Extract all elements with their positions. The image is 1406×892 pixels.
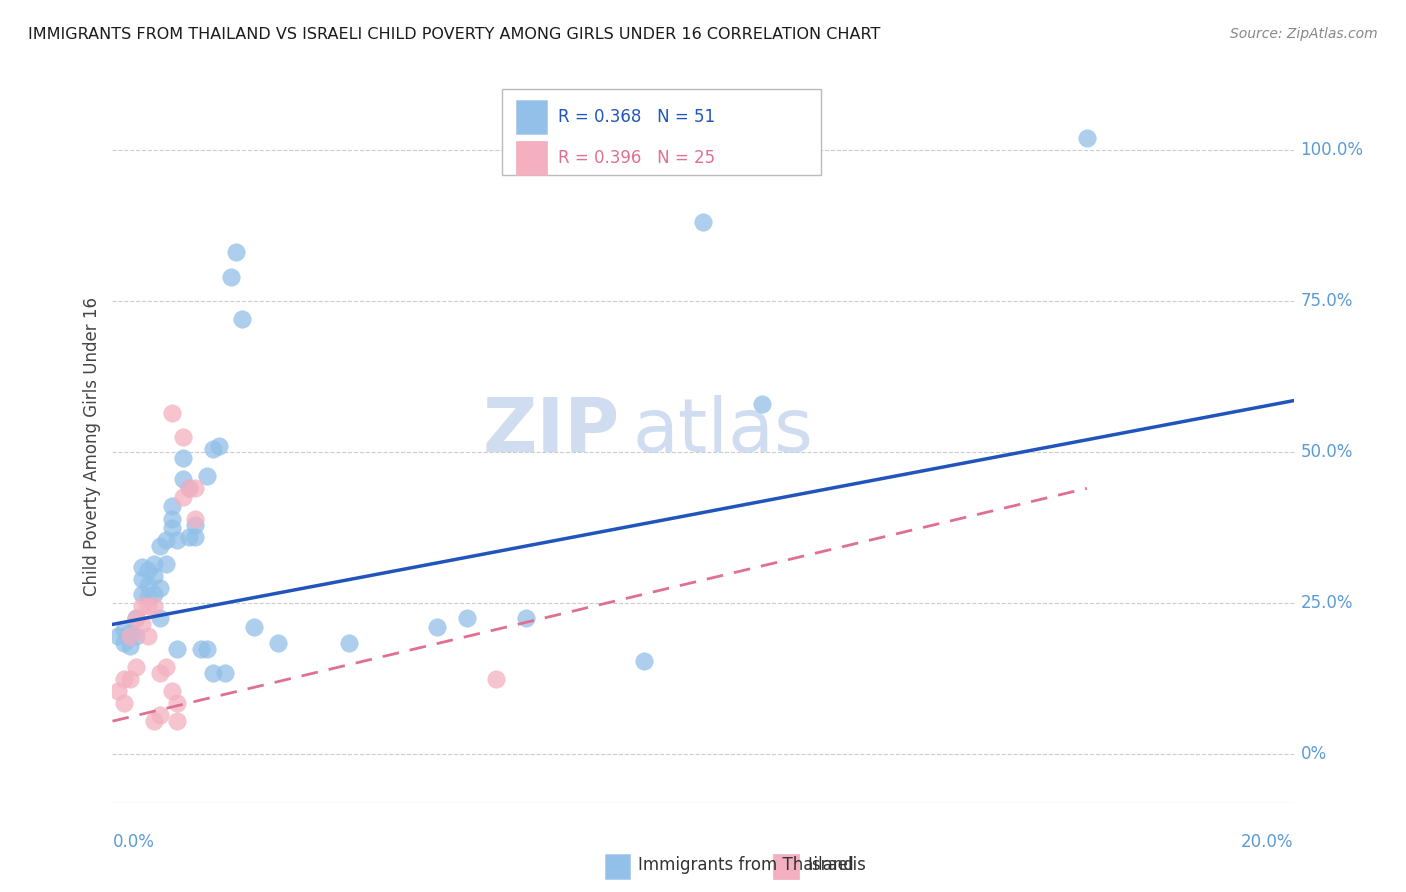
Point	[179, 530, 201, 544]
Point	[136, 630, 159, 644]
Point	[190, 641, 212, 656]
Point	[184, 511, 207, 525]
Text: Source: ZipAtlas.com: Source: ZipAtlas.com	[1230, 27, 1378, 41]
Point	[751, 397, 773, 411]
Point	[131, 572, 153, 586]
Point	[456, 611, 478, 625]
Point	[155, 557, 177, 571]
Point	[125, 611, 148, 625]
Point	[120, 630, 142, 644]
Point	[166, 714, 188, 728]
Point	[184, 530, 207, 544]
Point	[195, 469, 218, 483]
Point	[149, 539, 172, 553]
Point	[120, 639, 142, 653]
Y-axis label: Child Poverty Among Girls Under 16: Child Poverty Among Girls Under 16	[83, 296, 101, 596]
Point	[231, 312, 253, 326]
Point	[160, 684, 183, 698]
Point	[112, 696, 135, 710]
Point	[149, 581, 172, 595]
Point	[131, 617, 153, 632]
Point	[131, 560, 153, 574]
Point	[120, 672, 142, 686]
Point	[136, 590, 159, 604]
Point	[160, 500, 183, 514]
Point	[208, 439, 231, 453]
Point	[225, 245, 247, 260]
Point	[142, 714, 165, 728]
Point	[149, 611, 172, 625]
Point	[243, 620, 266, 634]
Text: ZIP: ZIP	[484, 395, 620, 468]
Point	[1076, 130, 1098, 145]
Point	[172, 472, 194, 486]
Point	[166, 641, 188, 656]
Point	[160, 406, 183, 420]
Point	[184, 517, 207, 532]
Point	[120, 626, 142, 640]
Point	[149, 665, 172, 680]
Point	[136, 563, 159, 577]
Point	[179, 481, 201, 495]
Point	[214, 665, 236, 680]
Point	[485, 672, 508, 686]
Point	[219, 269, 242, 284]
Point	[160, 511, 183, 525]
Point	[112, 635, 135, 649]
Point	[142, 569, 165, 583]
Point	[337, 635, 360, 649]
Text: 75.0%: 75.0%	[1301, 292, 1353, 310]
Point	[136, 599, 159, 614]
Point	[172, 430, 194, 444]
Text: 0.0%: 0.0%	[112, 833, 155, 851]
Point	[112, 624, 135, 638]
Text: 0%: 0%	[1301, 746, 1327, 764]
Point	[131, 599, 153, 614]
Point	[633, 654, 655, 668]
Point	[142, 587, 165, 601]
Text: 25.0%: 25.0%	[1301, 594, 1353, 612]
Point	[172, 491, 194, 505]
Point	[201, 442, 224, 456]
Text: 20.0%: 20.0%	[1241, 833, 1294, 851]
Point	[195, 641, 218, 656]
Point	[515, 611, 537, 625]
Point	[142, 557, 165, 571]
Point	[155, 659, 177, 673]
Text: Immigrants from Thailand: Immigrants from Thailand	[638, 856, 853, 874]
Point	[179, 481, 201, 495]
Point	[107, 684, 129, 698]
Point	[142, 599, 165, 614]
Point	[201, 665, 224, 680]
Text: atlas: atlas	[633, 395, 813, 468]
Point	[131, 587, 153, 601]
Text: 50.0%: 50.0%	[1301, 443, 1353, 461]
Point	[149, 708, 172, 723]
Point	[267, 635, 290, 649]
Point	[184, 481, 207, 495]
Point	[166, 533, 188, 547]
Point	[112, 672, 135, 686]
Point	[136, 578, 159, 592]
Point	[125, 630, 148, 644]
Point	[166, 696, 188, 710]
Text: IMMIGRANTS FROM THAILAND VS ISRAELI CHILD POVERTY AMONG GIRLS UNDER 16 CORRELATI: IMMIGRANTS FROM THAILAND VS ISRAELI CHIL…	[28, 27, 880, 42]
Text: R = 0.396   N = 25: R = 0.396 N = 25	[558, 149, 716, 167]
Point	[692, 215, 714, 229]
Text: Israelis: Israelis	[807, 856, 866, 874]
Point	[172, 451, 194, 466]
Point	[426, 620, 449, 634]
Point	[125, 659, 148, 673]
Text: 100.0%: 100.0%	[1301, 141, 1364, 159]
Point	[155, 533, 177, 547]
Text: R = 0.368   N = 51: R = 0.368 N = 51	[558, 108, 716, 126]
Point	[107, 630, 129, 644]
Point	[125, 611, 148, 625]
Point	[160, 521, 183, 535]
